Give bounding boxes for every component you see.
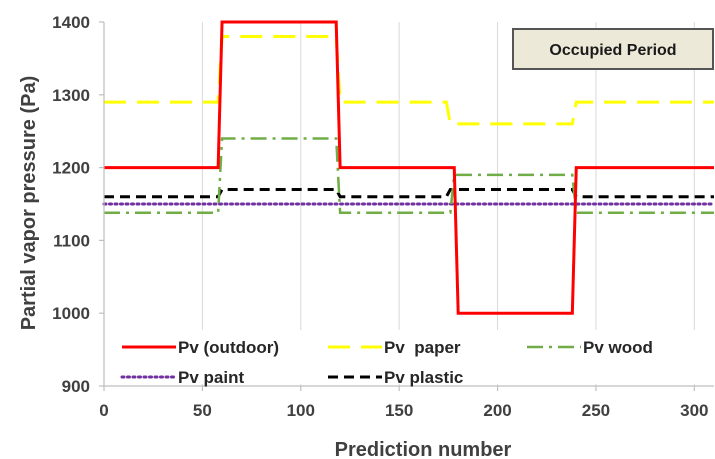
series-group [102, 20, 715, 315]
legend-label-pv-paint: Pv paint [178, 368, 244, 387]
x-axis-title: Prediction number [335, 439, 512, 459]
x-tick-label: 50 [193, 401, 212, 420]
y-axis-title: Partial vapor pressure (Pa) [18, 76, 40, 331]
axes [99, 21, 714, 391]
legend-label-pv-outdoor: Pv (outdoor) [178, 338, 279, 357]
series-line-pv-outdoor [104, 20, 714, 315]
series-line-pv-wood [104, 137, 714, 214]
y-tick-label: 900 [62, 377, 90, 396]
tick-labels: 900 1000 1100 1200 1300 1400 0 50 100 150 200 250 30… [52, 13, 708, 420]
series-line-pv-plastic [104, 187, 714, 199]
x-tick-label: 0 [99, 401, 108, 420]
legend-label-pv-plastic: Pv plastic [384, 368, 463, 387]
legend-label-pv-wood: Pv wood [583, 338, 653, 357]
legend-label-pv-paper: Pv paper [384, 338, 461, 357]
y-tick-label: 1000 [52, 304, 90, 323]
x-tick-label: 250 [582, 401, 610, 420]
x-tick-label: 150 [385, 401, 413, 420]
annotation-box: Occupied Period [512, 28, 714, 70]
x-tick-label: 100 [287, 401, 315, 420]
y-tick-label: 1300 [52, 86, 90, 105]
legend: Pv (outdoor) Pv paper Pv wood Pv paint Pv pl… [116, 330, 712, 387]
x-tick-label: 200 [483, 401, 511, 420]
y-tick-label: 1400 [52, 13, 90, 32]
legend-background [116, 330, 712, 384]
y-tick-label: 1100 [53, 231, 90, 250]
y-tick-label: 1200 [52, 159, 90, 178]
annotation-text: Occupied Period [549, 42, 676, 59]
x-tick-label: 300 [680, 401, 708, 420]
